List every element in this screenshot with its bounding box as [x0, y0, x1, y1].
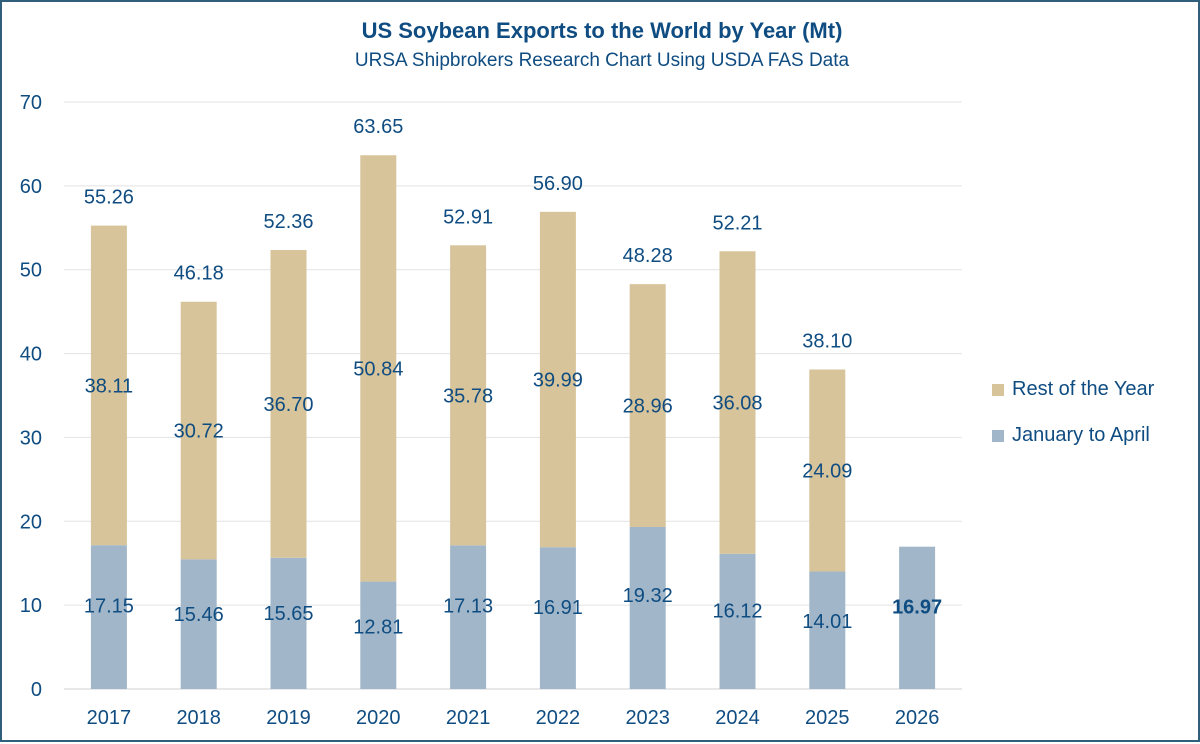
x-tick-label: 2026	[895, 707, 940, 729]
bar-rest-of-year	[450, 245, 487, 546]
data-label-total: 52.21	[712, 212, 762, 234]
x-tick-label: 2021	[446, 707, 491, 729]
y-tick-label: 20	[20, 511, 42, 533]
x-tick-label: 2020	[356, 707, 401, 729]
data-label-january-to-april: 12.81	[353, 617, 403, 639]
y-tick-label: 40	[20, 344, 42, 366]
chart-subtitle: URSA Shipbrokers Research Chart Using US…	[354, 50, 850, 71]
y-tick-label: 0	[31, 679, 42, 701]
legend-item-rest-of-year: Rest of the Year	[992, 378, 1154, 401]
bar-january-to-april	[629, 526, 666, 689]
data-label-january-to-april: 15.46	[174, 604, 224, 626]
bar-january-to-april	[90, 545, 127, 689]
data-label-rest-of-year: 28.96	[623, 396, 673, 418]
bar-rest-of-year	[90, 225, 127, 546]
legend-label-january-to-april: January to April	[1012, 424, 1150, 446]
legend-label-rest-of-year: Rest of the Year	[1012, 378, 1155, 400]
chart-title: US Soybean Exports to the World by Year …	[361, 18, 843, 43]
data-label-total: 52.36	[263, 211, 313, 233]
data-label-january-to-april: 17.15	[84, 596, 134, 618]
data-label-january-to-april: 16.12	[712, 601, 762, 623]
y-tick-label: 70	[20, 92, 42, 114]
x-tick-label: 2023	[625, 707, 670, 729]
data-label-total: 55.26	[84, 187, 134, 209]
bar-rest-of-year	[360, 155, 397, 582]
data-label-total: 56.90	[533, 173, 583, 195]
data-label-january-to-april: 17.13	[443, 596, 493, 618]
data-label-total: 48.28	[623, 245, 673, 267]
bar-rest-of-year	[719, 251, 756, 554]
y-tick-label: 10	[20, 595, 42, 617]
x-tick-label: 2019	[266, 707, 311, 729]
bar-january-to-april	[539, 547, 576, 689]
legend-swatch-january-to-april	[992, 429, 1004, 442]
data-label-total: 52.91	[443, 206, 493, 228]
y-tick-label: 50	[20, 260, 42, 282]
bar-rest-of-year	[629, 284, 666, 527]
chart-legend: Rest of the Year January to April	[992, 378, 1154, 470]
bar-january-to-april	[809, 571, 846, 689]
y-tick-label: 30	[20, 427, 42, 449]
data-label-rest-of-year: 50.84	[353, 358, 403, 380]
bar-january-to-april	[719, 553, 756, 689]
data-label-rest-of-year: 24.09	[802, 461, 852, 483]
bar-rest-of-year	[809, 369, 846, 572]
data-label-rest-of-year: 30.72	[174, 421, 224, 443]
bar-january-to-april	[360, 581, 397, 689]
x-tick-label: 2018	[176, 707, 221, 729]
bar-january-to-april	[180, 559, 217, 689]
x-tick-label: 2022	[536, 707, 581, 729]
data-label-january-to-april: 16.97	[892, 596, 942, 618]
data-label-rest-of-year: 39.99	[533, 370, 583, 392]
data-label-january-to-april: 14.01	[802, 611, 852, 633]
data-label-total: 38.10	[802, 331, 852, 353]
data-label-total: 63.65	[353, 116, 403, 138]
data-label-rest-of-year: 36.08	[712, 393, 762, 415]
bar-rest-of-year	[270, 250, 307, 558]
x-tick-label: 2024	[715, 707, 760, 729]
legend-item-january-to-april: January to April	[992, 424, 1154, 447]
x-tick-label: 2025	[805, 707, 850, 729]
data-label-rest-of-year: 36.70	[263, 394, 313, 416]
data-label-january-to-april: 15.65	[263, 603, 313, 625]
data-label-january-to-april: 16.91	[533, 597, 583, 619]
y-tick-label: 60	[20, 176, 42, 198]
data-label-total: 46.18	[174, 263, 224, 285]
bar-rest-of-year	[539, 211, 576, 548]
x-tick-label: 2017	[87, 707, 132, 729]
bar-january-to-april	[450, 545, 487, 689]
bar-january-to-april	[270, 557, 307, 689]
bar-rest-of-year	[180, 301, 217, 560]
data-label-rest-of-year: 38.11	[85, 375, 134, 397]
data-label-rest-of-year: 35.78	[443, 385, 493, 407]
legend-swatch-rest-of-year	[992, 383, 1004, 396]
bar-january-to-april	[899, 546, 936, 689]
data-label-january-to-april: 19.32	[623, 585, 673, 607]
